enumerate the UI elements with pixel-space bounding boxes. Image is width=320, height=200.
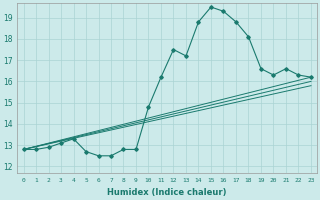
- X-axis label: Humidex (Indice chaleur): Humidex (Indice chaleur): [108, 188, 227, 197]
